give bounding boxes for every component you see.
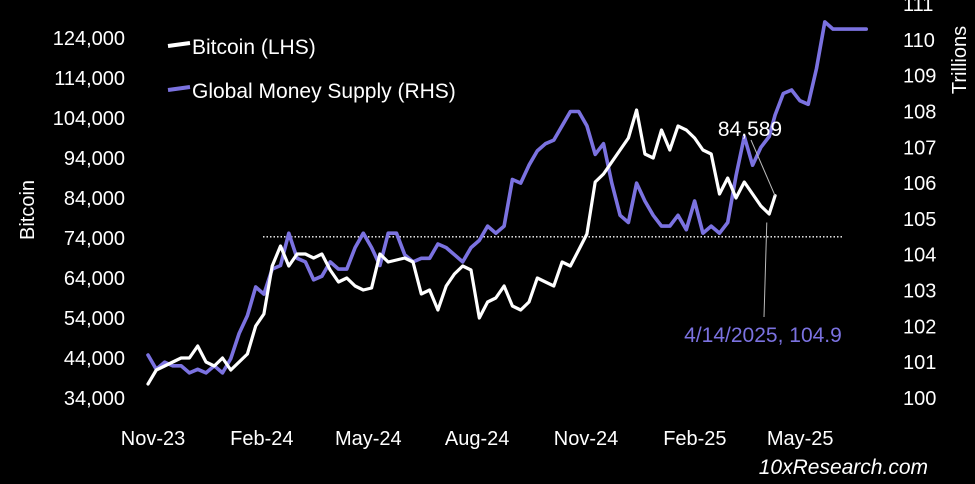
x-tick-label: Feb-25 bbox=[663, 428, 726, 450]
x-tick-label: May-25 bbox=[767, 428, 834, 450]
y-left-tick-label: 124,000 bbox=[53, 28, 125, 50]
y-right-tick-label: 107 bbox=[903, 137, 936, 159]
annotation-bitcoin-value: 84,589 bbox=[718, 118, 782, 141]
legend-swatch-bitcoin bbox=[167, 41, 191, 48]
y-left-tick-label: 94,000 bbox=[64, 148, 125, 170]
axis-ticks: 124,000 114,000 104,000 94,000 84,000 74,000 6… bbox=[53, 0, 937, 450]
y-left-tick-label: 44,000 bbox=[64, 348, 125, 370]
y-right-tick-label: 109 bbox=[903, 66, 936, 88]
y-left-tick-label: 34,000 bbox=[64, 388, 125, 410]
y-right-tick-label: 106 bbox=[903, 173, 936, 195]
y-right-tick-label: 111 bbox=[903, 0, 933, 16]
y-left-tick-label: 84,000 bbox=[64, 188, 125, 210]
x-tick-label: Nov-24 bbox=[554, 428, 618, 450]
y-right-tick-label: 102 bbox=[903, 316, 936, 338]
annotation-money-supply-value: 4/14/2025, 104.9 bbox=[684, 324, 842, 347]
y-left-tick-label: 74,000 bbox=[64, 228, 125, 250]
y-left-tick-label: 64,000 bbox=[64, 268, 125, 290]
y-right-tick-label: 105 bbox=[903, 209, 936, 231]
bitcoin-series-line bbox=[146, 108, 777, 386]
legend-label-money-supply: Global Money Supply (RHS) bbox=[192, 80, 456, 103]
annotation-leader-bitcoin bbox=[750, 139, 776, 196]
y-left-tick-label: 114,000 bbox=[54, 68, 125, 90]
legend-swatch-money-supply bbox=[167, 85, 191, 92]
annotations: 84,589 4/14/2025, 104.9 bbox=[684, 118, 842, 347]
money-supply-series-line bbox=[146, 20, 869, 375]
x-tick-label: Aug-24 bbox=[445, 428, 510, 450]
y-right-tick-label: 104 bbox=[903, 245, 936, 267]
y-right-tick-label: 100 bbox=[903, 388, 936, 410]
y-right-tick-label: 103 bbox=[903, 281, 936, 303]
y-left-tick-label: 54,000 bbox=[64, 308, 125, 330]
y-left-axis-title: Bitcoin bbox=[17, 180, 39, 240]
source-brand: 10xResearch.com bbox=[759, 456, 928, 479]
legend: Bitcoin (LHS) Global Money Supply (RHS) bbox=[167, 36, 456, 103]
y-right-tick-label: 101 bbox=[903, 352, 936, 374]
x-tick-label: Nov-23 bbox=[121, 428, 185, 450]
annotation-leader-money-supply bbox=[763, 222, 768, 318]
series-group bbox=[146, 20, 869, 386]
x-tick-label: Feb-24 bbox=[230, 428, 293, 450]
x-tick-label: May-24 bbox=[335, 428, 402, 450]
y-right-tick-label: 110 bbox=[903, 30, 935, 52]
y-left-tick-label: 104,000 bbox=[53, 108, 125, 130]
y-right-tick-label: 108 bbox=[903, 101, 936, 123]
legend-label-bitcoin: Bitcoin (LHS) bbox=[192, 36, 316, 59]
y-right-axis-title: Trillions bbox=[949, 26, 971, 94]
